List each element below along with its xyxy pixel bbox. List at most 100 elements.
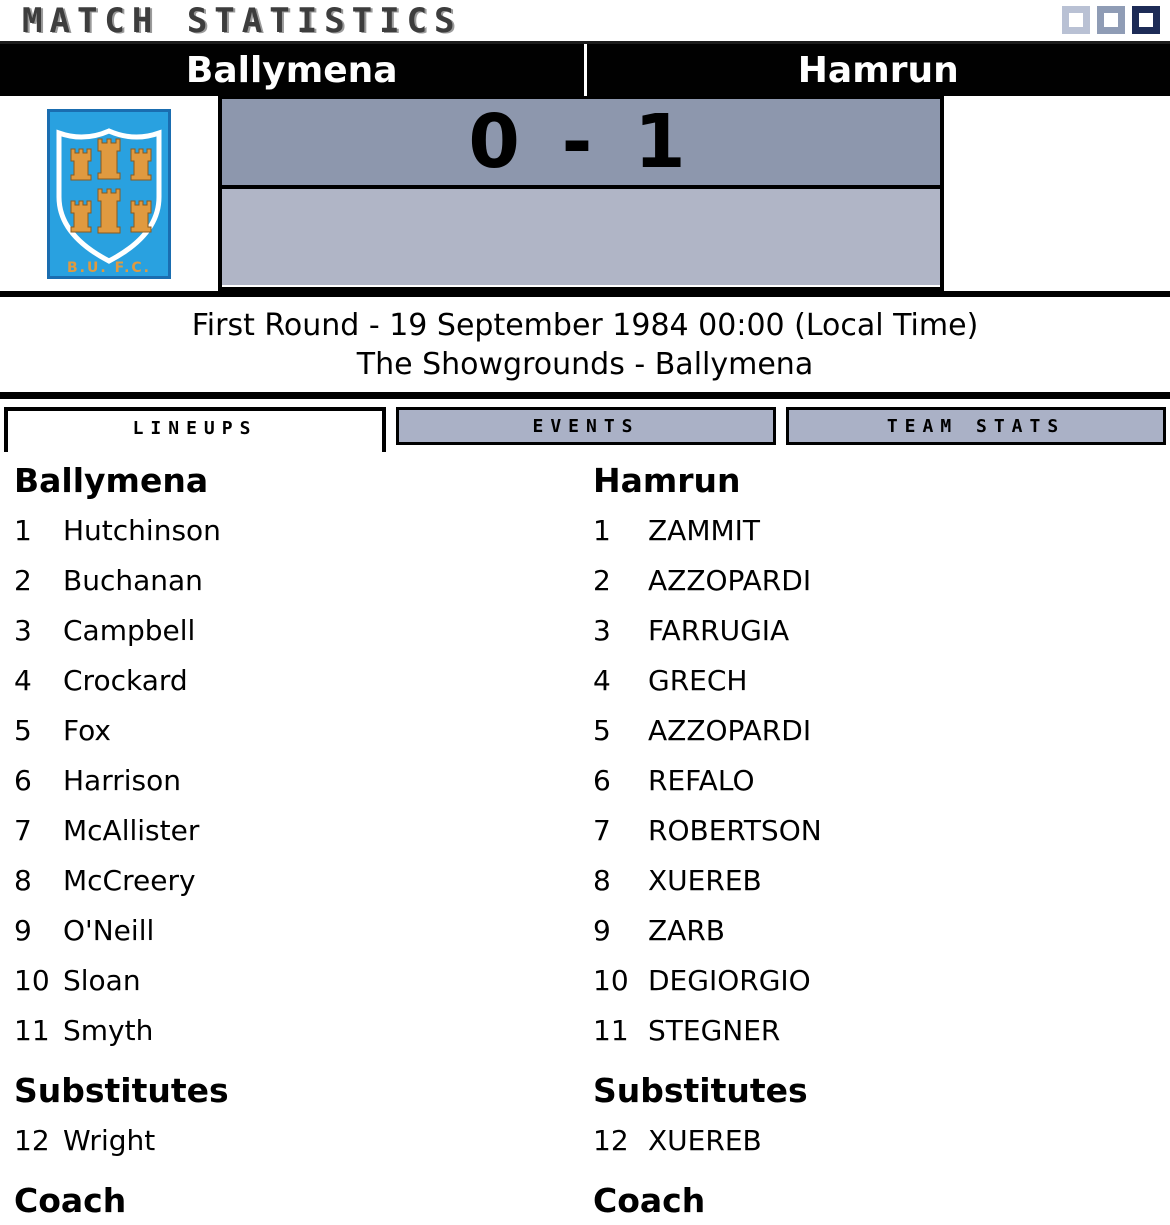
player-name: Campbell (63, 614, 195, 647)
player-row: 2 AZZOPARDI (593, 555, 1170, 605)
player-name: Crockard (63, 664, 188, 697)
square-icon (1104, 13, 1118, 27)
player-row: 11 Smyth (14, 1005, 585, 1055)
score-subpanel (222, 189, 940, 285)
player-row: 5 Fox (14, 705, 585, 755)
player-row: 4 Crockard (14, 655, 585, 705)
score-section: B.U. F.C. 0 - 1 (0, 96, 1170, 297)
player-number: 8 (14, 864, 63, 897)
player-row: 3 FARRUGIA (593, 605, 1170, 655)
player-row: 2 Buchanan (14, 555, 585, 605)
player-number: 1 (593, 514, 648, 547)
away-lineup-column: Hamrun 1 ZAMMIT 2 AZZOPARDI 3 FARRUGIA (585, 445, 1170, 1225)
player-number: 6 (593, 764, 648, 797)
player-name: Buchanan (63, 564, 203, 597)
player-number: 12 (593, 1124, 648, 1157)
player-number: 6 (14, 764, 63, 797)
window-controls (1062, 6, 1160, 34)
player-name: Fox (63, 714, 111, 747)
player-row: 4 GRECH (593, 655, 1170, 705)
player-row: 8 McCreery (14, 855, 585, 905)
player-number: 11 (14, 1014, 63, 1047)
player-row: 7 McAllister (14, 805, 585, 855)
player-number: 2 (593, 564, 648, 597)
player-name: ZARB (648, 914, 725, 947)
player-number: 5 (14, 714, 63, 747)
tab-bar: LINEUPS EVENTS TEAM STATS (0, 407, 1170, 445)
player-row: 8 XUEREB (593, 855, 1170, 905)
match-round-date: First Round - 19 September 1984 00:00 (L… (0, 306, 1170, 345)
player-name: FARRUGIA (648, 614, 789, 647)
player-name: DEGIORGIO (648, 964, 811, 997)
player-name: Harrison (63, 764, 181, 797)
square-icon (1139, 13, 1153, 27)
player-row: 10 Sloan (14, 955, 585, 1005)
player-name: McAllister (63, 814, 199, 847)
match-info: First Round - 19 September 1984 00:00 (L… (0, 297, 1170, 392)
player-name: Wright (63, 1124, 155, 1157)
player-number: 10 (14, 964, 63, 997)
player-row: 11 STEGNER (593, 1005, 1170, 1055)
away-crest-area (944, 96, 1170, 291)
player-row: 6 Harrison (14, 755, 585, 805)
style-square-light-button[interactable] (1062, 6, 1090, 34)
home-crest-area: B.U. F.C. (0, 96, 218, 291)
away-team-name: Hamrun (587, 44, 1170, 96)
player-row: 5 AZZOPARDI (593, 705, 1170, 755)
substitute-row: 12 XUEREB (593, 1115, 1170, 1165)
tab-team-stats[interactable]: TEAM STATS (786, 407, 1166, 445)
home-club-crest: B.U. F.C. (47, 109, 171, 279)
home-coach-title: Coach (14, 1181, 585, 1220)
player-number: 5 (593, 714, 648, 747)
player-name: XUEREB (648, 864, 762, 897)
player-number: 4 (14, 664, 63, 697)
match-venue: The Showgrounds - Ballymena (0, 345, 1170, 384)
player-row: 9 ZARB (593, 905, 1170, 955)
away-substitute-list: 12 XUEREB (593, 1115, 1170, 1165)
player-number: 10 (593, 964, 648, 997)
home-substitute-list: 12 Wright (14, 1115, 585, 1165)
home-team-name: Ballymena (0, 44, 584, 96)
player-name: AZZOPARDI (648, 714, 811, 747)
away-player-list: 1 ZAMMIT 2 AZZOPARDI 3 FARRUGIA 4 GRECH (593, 505, 1170, 1055)
player-name: ROBERTSON (648, 814, 822, 847)
player-row: 6 REFALO (593, 755, 1170, 805)
tab-events[interactable]: EVENTS (396, 407, 776, 445)
home-lineup-column: Ballymena 1 Hutchinson 2 Buchanan 3 Camp… (0, 445, 585, 1225)
away-lineup-title: Hamrun (593, 461, 1170, 500)
crest-initials: B.U. F.C. (67, 260, 151, 276)
player-name: XUEREB (648, 1124, 762, 1157)
player-name: REFALO (648, 764, 754, 797)
square-icon (1069, 13, 1083, 27)
home-player-list: 1 Hutchinson 2 Buchanan 3 Campbell 4 Cro… (14, 505, 585, 1055)
away-substitutes-title: Substitutes (593, 1071, 1170, 1110)
style-square-dark-button[interactable] (1132, 6, 1160, 34)
player-name: McCreery (63, 864, 196, 897)
player-name: Sloan (63, 964, 141, 997)
home-lineup-title: Ballymena (14, 461, 585, 500)
titlebar: MATCH STATISTICS (0, 0, 1170, 44)
player-number: 4 (593, 664, 648, 697)
player-number: 3 (14, 614, 63, 647)
player-name: AZZOPARDI (648, 564, 811, 597)
player-row: 1 Hutchinson (14, 505, 585, 555)
player-number: 9 (14, 914, 63, 947)
player-name: GRECH (648, 664, 747, 697)
player-number: 11 (593, 1014, 648, 1047)
home-substitutes-title: Substitutes (14, 1071, 585, 1110)
player-name: STEGNER (648, 1014, 780, 1047)
lineups-panel: Ballymena 1 Hutchinson 2 Buchanan 3 Camp… (0, 445, 1170, 1225)
player-name: Hutchinson (63, 514, 221, 547)
away-coach-title: Coach (593, 1181, 1170, 1220)
player-number: 3 (593, 614, 648, 647)
player-row: 10 DEGIORGIO (593, 955, 1170, 1005)
player-name: O'Neill (63, 914, 154, 947)
player-number: 7 (593, 814, 648, 847)
player-row: 7 ROBERTSON (593, 805, 1170, 855)
player-number: 1 (14, 514, 63, 547)
player-number: 9 (593, 914, 648, 947)
player-number: 8 (593, 864, 648, 897)
style-square-medium-button[interactable] (1097, 6, 1125, 34)
player-number: 2 (14, 564, 63, 597)
page-title: MATCH STATISTICS (22, 4, 462, 38)
